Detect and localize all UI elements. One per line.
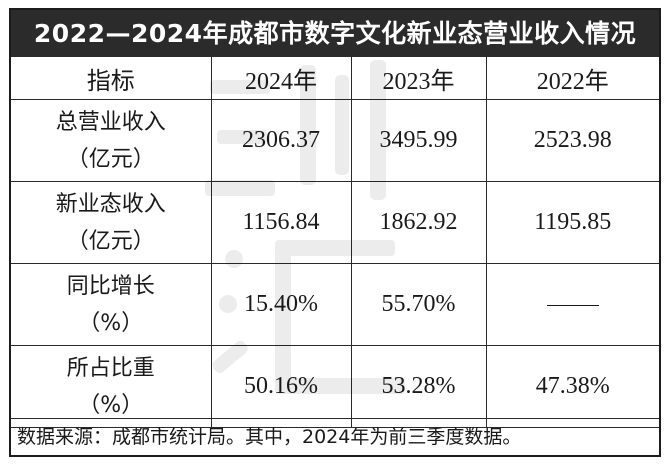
cell-value: 1156.84 (210, 181, 352, 264)
cell-value: 2306.37 (210, 99, 352, 182)
cell-value: 55.70% (350, 263, 487, 346)
source-note: 数据来源：成都市统计局。其中，2024年为前三季度数据。 (11, 418, 659, 455)
row-label-line2: （亿元） (66, 228, 155, 254)
row-label-total-revenue: 总营业收入 （亿元） (11, 99, 212, 182)
cell-value: 2523.98 (485, 99, 659, 182)
cell-value: 3495.99 (350, 99, 487, 182)
row-label-line1: 总营业收入 (55, 109, 166, 135)
cell-value-empty (485, 263, 659, 346)
header-indicator: 指标 (11, 57, 212, 100)
row-label-line1: 同比增长 (66, 273, 155, 299)
revenue-table: 指标 2024年 2023年 2022年 总营业收入 （亿元） 2306.37 … (11, 57, 659, 428)
row-label-share: 所占比重 （%） (11, 345, 212, 428)
table-row: 同比增长 （%） 15.40% 55.70% (11, 263, 659, 346)
table-title: 2022—2024年成都市数字文化新业态营业收入情况 (11, 10, 659, 57)
row-label-line2: （%） (78, 310, 144, 336)
header-row: 指标 2024年 2023年 2022年 (11, 57, 659, 100)
cell-value: 1195.85 (485, 181, 659, 264)
row-label-line2: （亿元） (66, 146, 155, 172)
row-label-line1: 所占比重 (66, 355, 155, 381)
em-dash-placeholder (546, 304, 599, 306)
cell-value: 50.16% (210, 345, 352, 428)
row-label-line1: 新业态收入 (55, 191, 166, 217)
data-table-frame: 2022—2024年成都市数字文化新业态营业收入情况 指标 2024年 2023… (9, 8, 661, 457)
cell-value: 53.28% (350, 345, 487, 428)
cell-value: 1862.92 (350, 181, 487, 264)
table-row: 新业态收入 （亿元） 1156.84 1862.92 1195.85 (11, 181, 659, 264)
table-row: 所占比重 （%） 50.16% 53.28% 47.38% (11, 345, 659, 428)
cell-value: 15.40% (210, 263, 352, 346)
cell-value: 47.38% (485, 345, 659, 428)
header-year-2024: 2024年 (210, 57, 352, 100)
header-year-2023: 2023年 (350, 57, 487, 100)
header-year-2022: 2022年 (485, 57, 659, 100)
row-label-new-format-revenue: 新业态收入 （亿元） (11, 181, 212, 264)
row-label-line2: （%） (78, 392, 144, 418)
row-label-yoy-growth: 同比增长 （%） (11, 263, 212, 346)
table-row: 总营业收入 （亿元） 2306.37 3495.99 2523.98 (11, 99, 659, 182)
